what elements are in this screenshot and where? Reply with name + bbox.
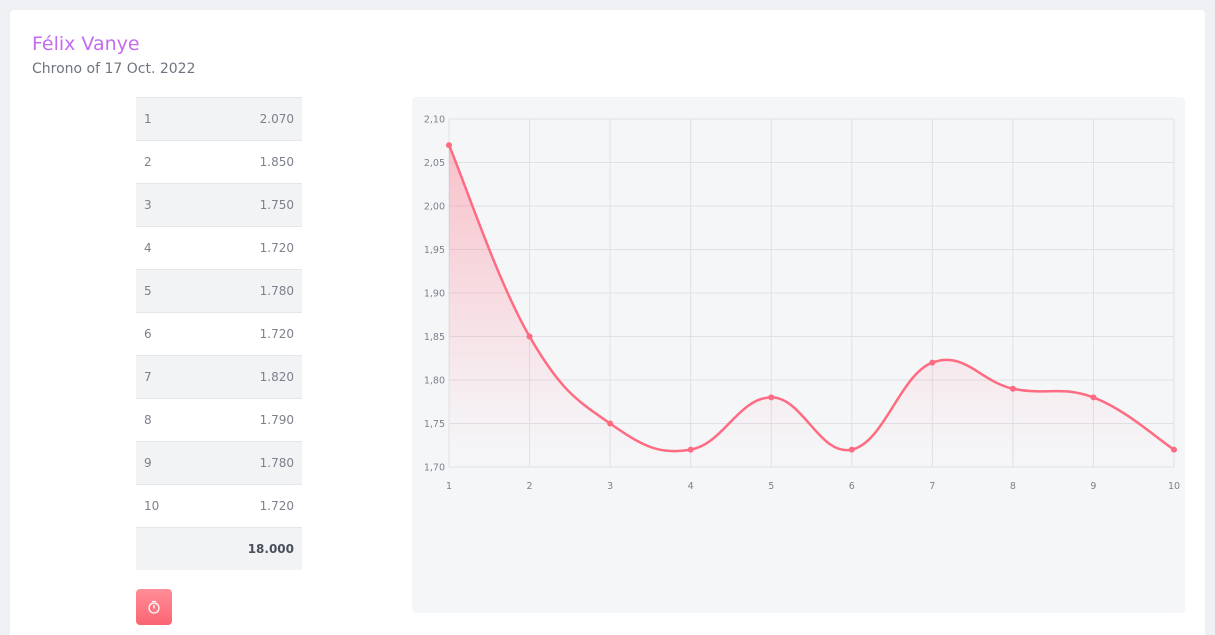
- lap-time: 1.750: [191, 183, 302, 227]
- lap-row: 6 1.720: [136, 312, 302, 356]
- y-tick-label: 1,80: [424, 376, 445, 387]
- lap-time: 1.790: [191, 398, 302, 442]
- data-point: [848, 446, 855, 453]
- y-tick-label: 1,85: [424, 332, 445, 343]
- data-point: [929, 359, 936, 366]
- lap-number: 4: [136, 226, 192, 270]
- x-tick-label: 2: [527, 481, 533, 492]
- total-row: 18.000: [136, 527, 302, 570]
- x-tick-label: 8: [1010, 481, 1016, 492]
- data-point: [768, 394, 775, 401]
- lap-row: 1 2.070: [136, 97, 302, 141]
- x-tick-label: 6: [849, 481, 855, 492]
- data-point: [687, 446, 694, 453]
- lap-time: 1.780: [191, 269, 302, 313]
- lap-row: 5 1.780: [136, 269, 302, 313]
- lap-time: 1.850: [191, 140, 302, 184]
- lap-row: 3 1.750: [136, 183, 302, 227]
- data-point: [1009, 385, 1016, 392]
- lap-time: 1.820: [191, 355, 302, 399]
- lap-time: 1.780: [191, 441, 302, 485]
- lap-number: 7: [136, 355, 192, 399]
- series-line: [447, 144, 1175, 453]
- stopwatch-icon: [148, 600, 160, 614]
- x-tick-label: 10: [1168, 481, 1180, 492]
- laps-table: 1 2.070 2 1.850 3 1.750 4 1.720 5 1.780 6 1.720 7 1.8…: [136, 97, 302, 570]
- x-tick-label: 3: [607, 481, 613, 492]
- lap-times-chart: 1,70 1,75 1,80 1,85 1,90 1,95 2,00 2,05 2,10 1 2 3 4…: [424, 115, 1180, 493]
- lap-time: 1.720: [191, 312, 302, 356]
- data-point: [1171, 446, 1177, 453]
- header: Félix Vanye Chrono of 17 Oct. 2022: [32, 32, 196, 78]
- x-tick-label: 1: [446, 481, 452, 492]
- series-area: [449, 145, 1174, 467]
- lap-number: 6: [136, 312, 192, 356]
- lap-time: 1.720: [191, 484, 302, 528]
- chart-panel: 1,70 1,75 1,80 1,85 1,90 1,95 2,00 2,05 2,10 1 2 3 4…: [412, 97, 1185, 613]
- y-tick-label: 1,95: [424, 245, 445, 256]
- y-tick-label: 2,05: [424, 158, 445, 169]
- data-point: [1090, 394, 1097, 401]
- lap-row: 8 1.790: [136, 398, 302, 442]
- data-point: [446, 142, 452, 149]
- lap-number: 2: [136, 140, 192, 184]
- lap-row: 10 1.720: [136, 484, 302, 528]
- lap-number: 3: [136, 183, 192, 227]
- y-tick-label: 2,10: [424, 115, 445, 126]
- x-tick-label: 5: [768, 481, 774, 492]
- lap-time: 2.070: [191, 97, 302, 141]
- lap-time: 1.720: [191, 226, 302, 270]
- lap-row: 4 1.720: [136, 226, 302, 270]
- total-time: 18.000: [191, 527, 302, 570]
- athlete-name: Félix Vanye: [32, 33, 140, 55]
- y-tick-label: 1,70: [424, 463, 445, 474]
- lap-number: 10: [136, 484, 192, 528]
- x-tick-label: 9: [1090, 481, 1096, 492]
- data-point: [526, 333, 533, 340]
- data-point: [607, 420, 614, 427]
- lap-number: 9: [136, 441, 192, 485]
- lap-row: 7 1.820: [136, 355, 302, 399]
- y-tick-label: 1,75: [424, 419, 445, 430]
- lap-row: 2 1.850: [136, 140, 302, 184]
- lap-number: 5: [136, 269, 192, 313]
- lap-row: 9 1.780: [136, 441, 302, 485]
- lap-number: 8: [136, 398, 192, 442]
- y-tick-label: 2,00: [424, 202, 445, 213]
- lap-number: 1: [136, 97, 192, 141]
- chrono-date: Chrono of 17 Oct. 2022: [32, 61, 196, 77]
- timer-button[interactable]: [136, 589, 172, 625]
- y-tick-label: 1,90: [424, 289, 445, 300]
- x-tick-label: 4: [688, 481, 694, 492]
- x-tick-label: 7: [929, 481, 935, 492]
- total-label-cell: [136, 527, 192, 570]
